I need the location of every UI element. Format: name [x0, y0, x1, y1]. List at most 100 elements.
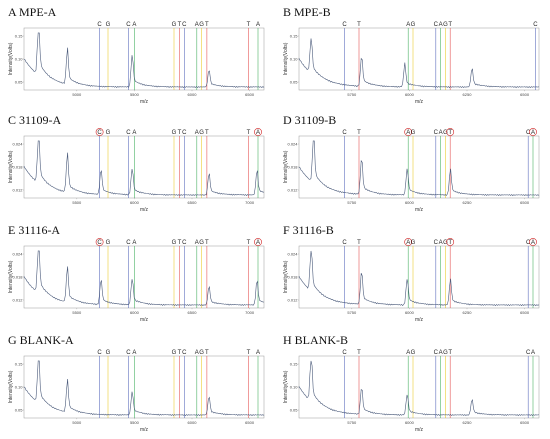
allele-marker-label: A [132, 240, 136, 246]
allele-marker-label: A [195, 22, 199, 28]
panel-title: H BLANK-B [283, 333, 348, 347]
allele-marker-label: G [443, 240, 448, 246]
allele-marker-label: C [126, 240, 131, 246]
y-tick-label: 0.024 [287, 141, 298, 146]
panel-f: F 31116-B Intensity(Volts) 0.024 0.018 0.012… [283, 223, 540, 323]
allele-marker-label: T [357, 130, 361, 136]
x-tick-label: 5500 [72, 310, 82, 315]
x-axis-label: m/z [415, 427, 424, 433]
plot-frame [298, 245, 540, 309]
panel-c: C 31109-A Intensity(Volts) 0.024 0.018 0.012… [8, 113, 265, 213]
highlight-circle [529, 238, 537, 246]
allele-marker-label: G [172, 22, 177, 28]
y-axis-label: Intensity(Volts) [283, 370, 289, 403]
allele-marker-label: A [132, 130, 136, 136]
y-axis-label: Intensity(Volts) [8, 260, 14, 293]
y-tick-label: 0.10 [290, 384, 299, 389]
spectrum-trace [23, 32, 265, 89]
y-tick-label: 0.024 [12, 251, 23, 256]
x-tick-label: 6500 [188, 200, 198, 205]
allele-marker-label: T [247, 350, 251, 356]
x-tick-label: 5500 [130, 420, 140, 425]
allele-marker-label: G [106, 22, 111, 28]
plot-frame [23, 245, 265, 309]
x-axis-label: m/z [415, 317, 424, 323]
highlight-circle [446, 238, 455, 246]
y-tick-label: 0.024 [12, 141, 23, 146]
allele-marker-label: C [434, 130, 439, 136]
allele-marker-label: G [443, 22, 448, 28]
y-tick-label: 0.018 [287, 164, 298, 169]
allele-marker-label: C [342, 130, 347, 136]
x-tick-label: 5750 [347, 200, 357, 205]
x-tick-label: 6500 [520, 92, 530, 97]
y-tick-label: 0.012 [287, 187, 298, 192]
allele-marker-label: A [132, 22, 136, 28]
y-tick-label: 0.15 [290, 361, 299, 366]
y-tick-label: 0.05 [290, 407, 299, 412]
allele-marker-label: A [439, 130, 443, 136]
allele-marker-label: C [526, 350, 531, 356]
allele-marker-label: A [256, 240, 260, 246]
allele-marker-label: T [178, 350, 182, 356]
x-axis-label: m/z [140, 427, 149, 433]
allele-marker-label: G [172, 130, 177, 136]
x-tick-label: 6000 [405, 200, 415, 205]
allele-marker-label: G [411, 130, 416, 136]
plot-frame [23, 355, 265, 419]
allele-marker-label: T [357, 350, 361, 356]
y-tick-label: 0.012 [287, 297, 298, 302]
allele-marker-label: C [526, 130, 531, 136]
y-axis-label: Intensity(Volts) [283, 260, 289, 293]
allele-marker-label: G [199, 130, 204, 136]
allele-marker-label: G [411, 22, 416, 28]
highlight-circle [95, 238, 104, 246]
allele-marker-label: T [357, 22, 361, 28]
spectrum-trace [298, 250, 540, 307]
spectrum-trace [298, 360, 540, 417]
y-tick-label: 0.10 [290, 56, 299, 61]
allele-marker-label: G [199, 22, 204, 28]
allele-marker-label: T [247, 22, 251, 28]
x-axis-label: m/z [415, 99, 424, 105]
allele-marker-label: G [411, 240, 416, 246]
panel-title: G BLANK-A [8, 333, 74, 347]
x-tick-label: 6500 [188, 310, 198, 315]
allele-marker-label: A [406, 350, 410, 356]
plot-frame [23, 135, 265, 199]
y-axis-label: Intensity(Volts) [283, 42, 289, 75]
allele-marker-label: T [448, 130, 452, 136]
y-tick-label: 0.05 [290, 79, 299, 84]
y-tick-label: 0.05 [15, 407, 24, 412]
plot-frame [23, 27, 265, 91]
plot-frame [298, 27, 540, 91]
x-axis-label: m/z [140, 99, 149, 105]
x-tick-label: 6000 [405, 310, 415, 315]
allele-marker-label: G [443, 350, 448, 356]
x-tick-label: 6000 [188, 420, 198, 425]
allele-marker-label: G [199, 350, 204, 356]
allele-marker-label: C [182, 240, 187, 246]
x-tick-label: 6000 [405, 92, 415, 97]
allele-marker-label: T [205, 22, 209, 28]
highlight-circle [254, 128, 262, 136]
x-tick-label: 6000 [130, 310, 140, 315]
spectrum-trace [23, 360, 265, 417]
panel-h: H BLANK-B Intensity(Volts)0.15 0.10 0.05 575… [283, 333, 540, 433]
y-tick-label: 0.018 [12, 274, 23, 279]
y-tick-label: 0.012 [12, 187, 23, 192]
allele-marker-label: A [439, 350, 443, 356]
allele-marker-label: C [526, 240, 531, 246]
panel-b: B MPE-B Intensity(Volts)0.15 0.10 0.05 5750 6… [283, 5, 540, 105]
highlight-circle [446, 128, 455, 136]
highlight-circle [529, 128, 537, 136]
allele-marker-label: C [342, 240, 347, 246]
panel-e: E 31116-A Intensity(Volts) 0.024 0.018 0.012… [8, 223, 265, 323]
allele-marker-label: A [132, 350, 136, 356]
allele-marker-label: T [247, 130, 251, 136]
allele-marker-label: A [195, 130, 199, 136]
allele-marker-label: A [195, 240, 199, 246]
x-tick-label: 5000 [72, 92, 82, 97]
panel-title: E 31116-A [8, 223, 60, 237]
y-axis-label: Intensity(Volts) [8, 370, 14, 403]
